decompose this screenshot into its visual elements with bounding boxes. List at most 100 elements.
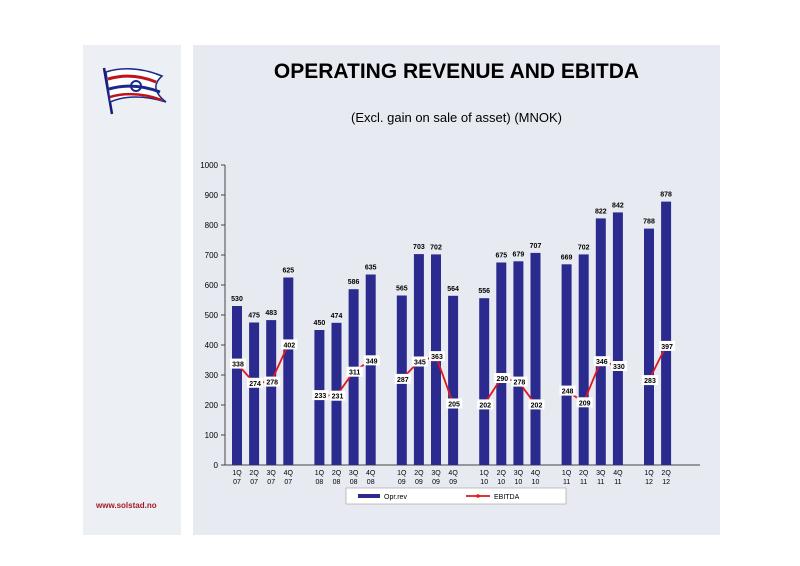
- x-tick-label: 09: [432, 479, 440, 486]
- revenue-data-label: 707: [530, 243, 542, 250]
- ebitda-label-bg: [346, 366, 363, 377]
- x-tick-label: 4Q: [284, 470, 294, 477]
- revenue-bar: [283, 277, 294, 465]
- legend-bar-swatch: [358, 494, 380, 498]
- revenue-data-label: 475: [248, 313, 260, 320]
- revenue-bar: [448, 295, 459, 465]
- revenue-data-label: 675: [495, 253, 507, 260]
- ebitda-label-bg: [363, 355, 380, 366]
- x-tick-label: 4Q: [531, 470, 541, 477]
- x-tick-label: 4Q: [613, 470, 623, 477]
- ebitda-label-bg: [329, 390, 346, 401]
- y-tick-label: 600: [205, 281, 219, 290]
- ebitda-data-label: 233: [315, 393, 327, 400]
- x-tick-label: 1Q: [644, 470, 654, 477]
- ebitda-label-bg: [559, 385, 576, 396]
- x-tick-label: 1Q: [315, 470, 325, 477]
- ebitda-label-bg: [247, 377, 264, 388]
- revenue-bar: [661, 201, 672, 465]
- ebitda-data-label: 202: [531, 402, 543, 409]
- revenue-data-label: 669: [561, 254, 573, 261]
- revenue-data-label: 679: [513, 251, 525, 258]
- x-tick-label: 1Q: [562, 470, 572, 477]
- ebitda-label-bg: [528, 399, 545, 410]
- revenue-data-label: 635: [365, 265, 377, 272]
- x-tick-label: 3Q: [514, 470, 524, 477]
- revenue-data-label: 788: [643, 219, 655, 226]
- ebitda-label-bg: [411, 356, 428, 367]
- ebitda-data-label: 283: [644, 378, 656, 385]
- ebitda-label-bg: [659, 340, 676, 351]
- revenue-data-label: 474: [331, 313, 343, 320]
- revenue-data-label: 703: [413, 244, 425, 251]
- ebitda-label-bg: [281, 339, 298, 350]
- x-tick-label: 11: [563, 479, 570, 486]
- revenue-data-label: 530: [231, 296, 243, 303]
- x-tick-label: 3Q: [267, 470, 277, 477]
- x-tick-label: 1Q: [480, 470, 490, 477]
- ebitda-data-label: 274: [249, 381, 261, 388]
- x-tick-label: 10: [497, 479, 505, 486]
- revenue-bar: [249, 322, 260, 465]
- ebitda-data-label: 345: [414, 360, 426, 367]
- ebitda-label-bg: [394, 373, 411, 384]
- revenue-data-label: 625: [282, 268, 294, 275]
- x-tick-label: 3Q: [596, 470, 606, 477]
- ebitda-line: [648, 345, 667, 381]
- ebitda-data-label: 290: [496, 376, 508, 383]
- y-tick-label: 1000: [200, 161, 218, 170]
- revenue-data-label: 842: [612, 202, 624, 209]
- ebitda-label-bg: [610, 361, 627, 371]
- x-tick-label: 12: [645, 479, 653, 486]
- ebitda-data-label: 231: [332, 394, 344, 401]
- left-panel: [83, 45, 181, 535]
- website-link[interactable]: www.solstad.no: [96, 501, 157, 510]
- y-tick-label: 400: [205, 341, 219, 350]
- y-tick-label: 500: [205, 311, 219, 320]
- x-tick-label: 11: [580, 479, 587, 486]
- revenue-bar: [530, 252, 541, 465]
- revenue-bar: [612, 212, 623, 465]
- x-tick-label: 3Q: [431, 470, 441, 477]
- revenue-bar: [365, 274, 376, 465]
- x-tick-label: 09: [449, 479, 457, 486]
- page-title: OPERATING REVENUE AND EBITDA: [273, 60, 640, 83]
- ebitda-data-label: 330: [613, 364, 625, 371]
- ebitda-label-bg: [593, 356, 610, 367]
- ebitda-label-bg: [446, 398, 463, 409]
- flag-logo-icon: [102, 67, 167, 115]
- revenue-data-label: 556: [478, 288, 490, 295]
- x-tick-label: 2Q: [332, 470, 342, 477]
- ebitda-data-label: 202: [479, 402, 491, 409]
- x-tick-label: 12: [662, 479, 670, 486]
- x-tick-label: 10: [515, 479, 523, 486]
- ebitda-data-label: 338: [232, 362, 244, 369]
- x-tick-label: 4Q: [448, 470, 458, 477]
- ebitda-label-bg: [576, 397, 593, 408]
- revenue-bar: [561, 264, 572, 465]
- x-tick-label: 07: [284, 479, 292, 486]
- revenue-data-label: 450: [314, 320, 326, 327]
- x-tick-label: 2Q: [497, 470, 507, 477]
- ebitda-data-label: 205: [448, 402, 460, 409]
- x-tick-label: 2Q: [661, 470, 671, 477]
- revenue-bar: [266, 320, 277, 465]
- y-tick-label: 800: [205, 221, 219, 230]
- ebitda-label-bg: [642, 375, 658, 386]
- legend-box: [345, 487, 567, 505]
- ebitda-data-label: 287: [397, 377, 409, 384]
- x-tick-label: 2Q: [249, 470, 259, 477]
- ebitda-data-label: 278: [514, 380, 526, 387]
- ebitda-data-label: 397: [661, 344, 673, 351]
- ebitda-data-label: 248: [562, 389, 574, 396]
- x-tick-label: 09: [415, 479, 423, 486]
- page-subtitle: (Excl. gain on sale of asset) (MNOK): [351, 110, 562, 125]
- ebitda-label-bg: [312, 390, 329, 401]
- revenue-data-label: 822: [595, 208, 607, 215]
- ebitda-label-bg: [264, 376, 281, 387]
- legend-label-revenue: Opr.rev: [384, 494, 407, 501]
- ebitda-label-bg: [511, 376, 528, 387]
- revenue-data-label: 483: [265, 310, 277, 317]
- revenue-bar: [595, 218, 606, 465]
